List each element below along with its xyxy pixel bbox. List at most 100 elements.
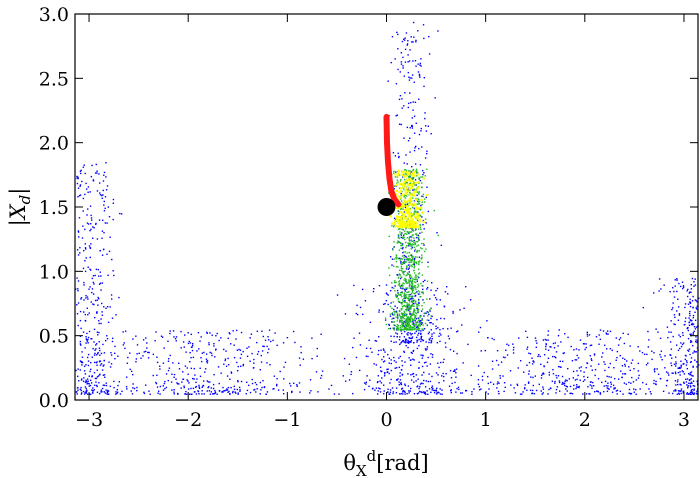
- scatter-point: [528, 352, 530, 354]
- scatter-point: [81, 356, 84, 358]
- scatter-point: [443, 375, 445, 378]
- scatter-point: [239, 389, 241, 391]
- scatter-point: [380, 349, 382, 351]
- scatter-point: [391, 222, 394, 225]
- scatter-point: [413, 188, 416, 190]
- scatter-point: [403, 313, 405, 315]
- scatter-point: [601, 356, 603, 358]
- scatter-point: [367, 355, 369, 358]
- scatter-point: [409, 176, 411, 178]
- scatter-point: [659, 337, 662, 340]
- scatter-point: [527, 382, 530, 384]
- scatter-point: [479, 326, 482, 329]
- scatter-point: [416, 392, 419, 395]
- scatter-point: [425, 341, 427, 343]
- scatter-point: [83, 311, 85, 313]
- scatter-point: [404, 261, 406, 264]
- scatter-point: [398, 182, 402, 185]
- scatter-point: [87, 266, 89, 268]
- scatter-point: [519, 360, 522, 362]
- scatter-point: [668, 331, 670, 333]
- scatter-point: [102, 194, 104, 196]
- scatter-point: [558, 381, 561, 384]
- scatter-point: [693, 350, 695, 352]
- scatter-point: [431, 356, 434, 358]
- scatter-point: [673, 290, 675, 293]
- scatter-point: [522, 391, 524, 393]
- scatter-point: [104, 339, 107, 342]
- scatter-point: [499, 375, 501, 377]
- scatter-point: [173, 393, 175, 395]
- scatter-point: [107, 206, 110, 208]
- scatter-point: [692, 352, 694, 354]
- scatter-point: [418, 200, 421, 203]
- scatter-point: [514, 392, 517, 394]
- scatter-point: [415, 171, 418, 174]
- scatter-point: [606, 390, 609, 392]
- scatter-point: [692, 384, 695, 387]
- scatter-point: [136, 344, 139, 346]
- scatter-point: [409, 273, 411, 276]
- scatter-point: [423, 301, 425, 304]
- scatter-point: [403, 282, 405, 285]
- scatter-point: [609, 362, 612, 365]
- scatter-point: [90, 361, 92, 364]
- scatter-point: [283, 366, 285, 368]
- scatter-point: [398, 366, 401, 369]
- scatter-point: [412, 358, 414, 360]
- scatter-point: [410, 239, 412, 241]
- scatter-point: [411, 229, 413, 231]
- scatter-point: [384, 302, 386, 305]
- scatter-point: [100, 275, 102, 277]
- scatter-point: [299, 391, 301, 393]
- scatter-point: [401, 391, 404, 393]
- scatter-point: [173, 388, 175, 391]
- scatter-point: [377, 336, 380, 338]
- scatter-point: [423, 362, 426, 364]
- scatter-point: [100, 389, 103, 391]
- scatter-point: [647, 362, 649, 364]
- scatter-point: [397, 235, 400, 237]
- scatter-point: [87, 186, 90, 188]
- scatter-point: [695, 326, 698, 328]
- scatter-point: [109, 385, 112, 388]
- scatter-point: [404, 255, 407, 258]
- scatter-point: [167, 358, 170, 360]
- scatter-point: [87, 382, 89, 385]
- scatter-point: [95, 377, 98, 380]
- scatter-point: [396, 335, 398, 338]
- scatter-point: [389, 256, 392, 258]
- scatter-point: [410, 174, 414, 177]
- scatter-point: [624, 365, 627, 367]
- scatter-point: [690, 341, 692, 344]
- scatter-point: [397, 228, 400, 231]
- scatter-point: [294, 341, 296, 344]
- scatter-point: [599, 338, 602, 341]
- scatter-point: [202, 380, 205, 382]
- scatter-point: [398, 273, 400, 275]
- scatter-point: [671, 308, 673, 311]
- scatter-point: [82, 331, 85, 333]
- scatter-point: [512, 349, 515, 351]
- scatter-point: [443, 305, 445, 307]
- scatter-point: [658, 290, 660, 292]
- scatter-point: [85, 379, 87, 381]
- scatter-point: [399, 326, 402, 329]
- scatter-point: [77, 324, 79, 327]
- scatter-point: [416, 341, 418, 343]
- scatter-point: [315, 371, 318, 373]
- scatter-point: [404, 393, 406, 395]
- scatter-point: [672, 307, 674, 309]
- scatter-point: [454, 381, 456, 384]
- scatter-point: [593, 354, 596, 356]
- scatter-point: [409, 307, 411, 309]
- x-tick-label: 2: [579, 409, 591, 431]
- scatter-point: [692, 295, 694, 298]
- scatter-point: [410, 215, 413, 217]
- scatter-point: [504, 386, 506, 389]
- scatter-point: [88, 375, 90, 377]
- scatter-point: [409, 293, 411, 296]
- scatter-point: [84, 373, 87, 375]
- scatter-point: [675, 384, 677, 386]
- scatter-point: [400, 194, 403, 197]
